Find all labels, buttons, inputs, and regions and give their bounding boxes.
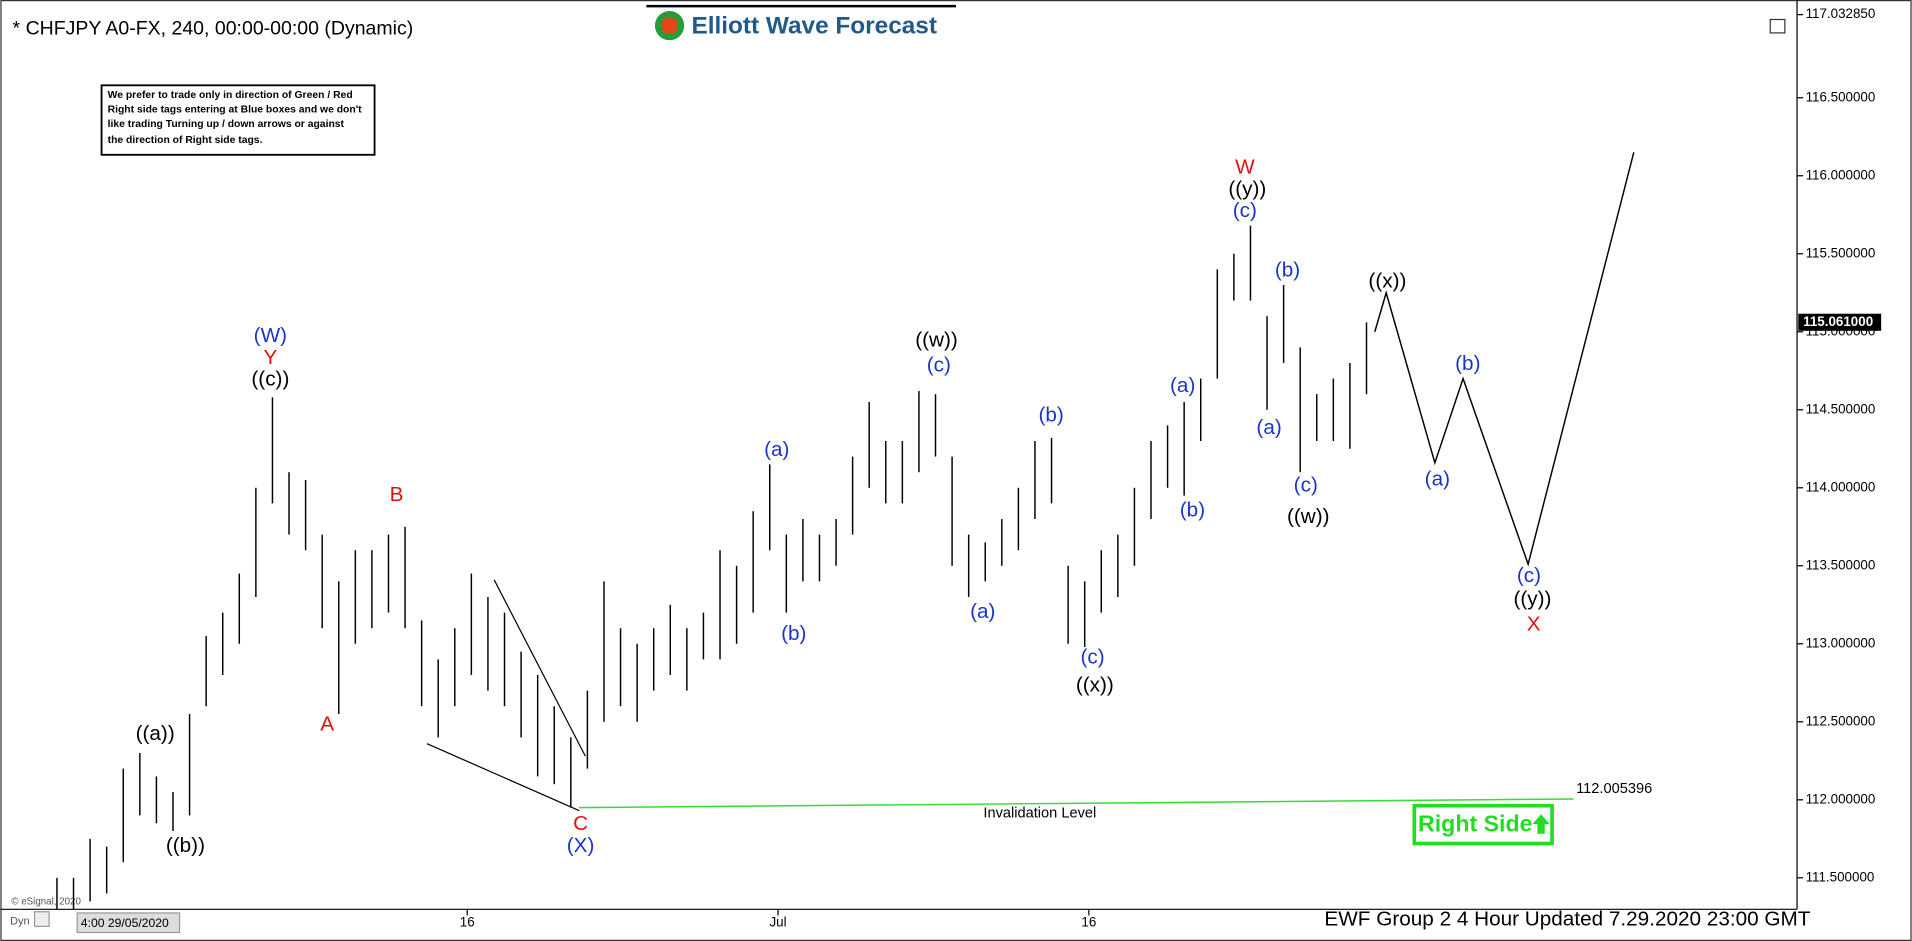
wave-label: (c) (927, 354, 951, 377)
wave-label: (b) (1180, 499, 1205, 522)
wave-label: ((c)) (251, 368, 289, 391)
footer: EWF Group 2 4 Hour Updated 7.29.2020 23:… (1324, 908, 1810, 931)
wave-label: (c) (1294, 474, 1318, 497)
wave-label: (c) (1080, 645, 1104, 668)
wave-label: ((x)) (1076, 673, 1114, 696)
wave-label: ((x)) (1368, 269, 1406, 292)
wave-label: (W) (254, 324, 287, 347)
projection-path (1374, 152, 1635, 567)
trendline (493, 579, 586, 757)
x-tick-label: 16 (460, 914, 475, 929)
wave-label: W (1235, 155, 1255, 178)
wave-label: ((w)) (915, 329, 958, 352)
x-tick-label: 16 (1081, 914, 1096, 929)
current-price-label: 115.061000 (1803, 314, 1873, 329)
trendline (426, 743, 580, 812)
y-tick-label: 114.500000 (1806, 401, 1876, 416)
wave-label: Y (263, 346, 277, 369)
cursor-box (76, 912, 181, 934)
wave-label: B (390, 483, 404, 506)
cursor-label: 4:00 29/05/2020 (81, 916, 169, 930)
wave-label: (b) (1038, 403, 1063, 426)
invalidation-value: 112.005396 (1576, 781, 1652, 797)
wave-label: (a) (1256, 416, 1281, 439)
wave-label: ((y)) (1228, 177, 1266, 200)
mode: Dyn (10, 915, 30, 927)
invalidation-label: Invalidation Level (983, 805, 1096, 821)
note-line: like trading Turning up / down arrows or… (108, 119, 345, 130)
wave-label: (c) (1233, 199, 1257, 222)
y-tick-label: 117.032850 (1806, 6, 1876, 21)
note-line: We prefer to trade only in direction of … (108, 90, 353, 101)
wave-label: (X) (567, 834, 595, 857)
wave-label: (a) (764, 438, 789, 461)
x-tick-label: Jul (769, 914, 786, 929)
wave-label: ((y)) (1513, 588, 1551, 611)
y-tick-label: 113.500000 (1806, 557, 1876, 572)
y-tick-label: 116.000000 (1806, 167, 1876, 182)
right-side-box (1412, 803, 1554, 846)
wave-label: (a) (970, 600, 995, 623)
copyright: © eSignal, 2020 (11, 897, 81, 908)
window-button[interactable] (1769, 18, 1786, 34)
current-price-box (1798, 313, 1882, 331)
wave-label: ((b)) (166, 834, 205, 857)
y-tick-label: 116.500000 (1806, 89, 1876, 104)
y-tick-label: 112.000000 (1806, 791, 1876, 806)
right-side-text: Right Side (1418, 810, 1533, 836)
wave-label: (b) (1455, 352, 1480, 375)
y-tick-label: 114.000000 (1806, 479, 1876, 494)
wave-label: ((w)) (1287, 505, 1330, 528)
wave-label: (b) (781, 622, 806, 645)
y-tick-label: 112.500000 (1806, 713, 1876, 728)
up-arrow (1532, 814, 1550, 834)
wave-label: C (573, 812, 588, 835)
wave-label: (a) (1170, 374, 1195, 397)
note-box (100, 84, 376, 156)
logo-icon-inner (661, 17, 679, 35)
note-line: the direction of Right side tags. (108, 135, 263, 146)
wave-label: (a) (1425, 467, 1450, 490)
y-tick-label: 111.500000 (1806, 869, 1875, 884)
wave-label: ((a)) (136, 722, 175, 745)
wave-label: (c) (1517, 564, 1541, 587)
invalidation-line (579, 798, 1574, 809)
y-tick-label: 115.500000 (1806, 245, 1876, 260)
logo-text: Elliott Wave Forecast (691, 12, 936, 39)
wave-label: (b) (1275, 258, 1300, 281)
note: We prefer to trade only in direction of … (108, 90, 363, 146)
logo-box (646, 4, 956, 47)
wave-label: A (320, 712, 334, 735)
note-line: Right side tags entering at Blue boxes a… (108, 104, 363, 115)
wave-label: X (1527, 613, 1541, 636)
mode-box (33, 911, 50, 927)
y-tick-label: 113.000000 (1806, 635, 1876, 650)
chart-title: * CHFJPY A0-FX, 240, 00:00-00:00 (Dynami… (13, 17, 414, 39)
